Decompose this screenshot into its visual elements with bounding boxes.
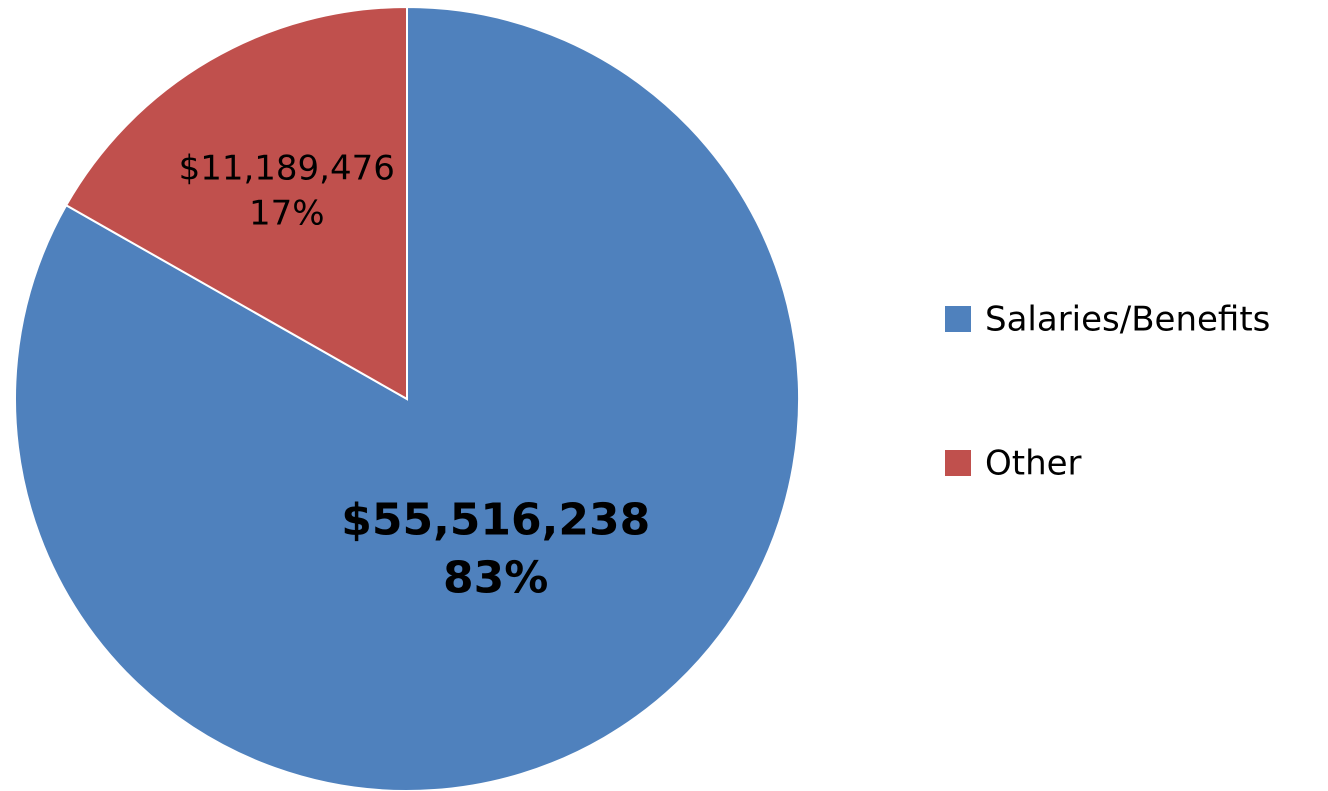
value-label: $55,516,238 bbox=[341, 494, 650, 545]
value-label: $11,189,476 bbox=[179, 148, 395, 188]
pie-slice bbox=[64, 5, 408, 401]
percent-label: 83% bbox=[443, 553, 548, 604]
legend-label: Salaries/Benefits bbox=[985, 300, 1270, 340]
legend-swatch bbox=[945, 450, 971, 476]
legend-swatch bbox=[945, 306, 971, 332]
percent-label: 17% bbox=[249, 193, 325, 233]
legend-label: Other bbox=[985, 444, 1082, 484]
